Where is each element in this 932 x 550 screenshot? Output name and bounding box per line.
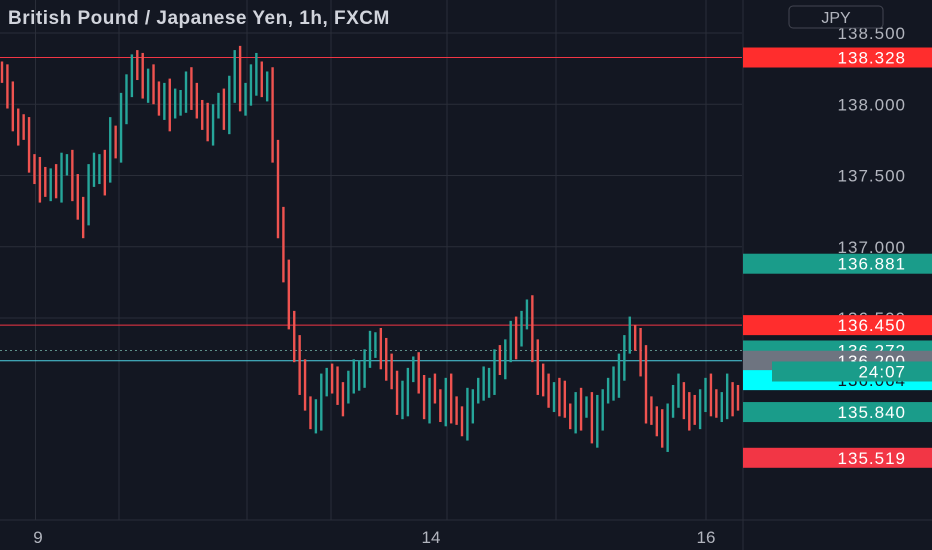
- chart-title: British Pound / Japanese Yen, 1h, FXCM: [8, 8, 390, 29]
- countdown-label: 24:07: [858, 362, 906, 381]
- price-tag-label: 135.840: [838, 403, 906, 422]
- price-axis-label: 137.500: [838, 167, 906, 186]
- price-axis-label: 138.000: [838, 95, 906, 114]
- price-tag: 136.881: [743, 253, 932, 274]
- currency-button-label: JPY: [821, 10, 851, 27]
- time-axis-label: 14: [422, 528, 441, 547]
- time-axis-label: 16: [697, 528, 716, 547]
- price-tag-label: 135.519: [838, 449, 906, 468]
- price-tag: 138.328: [743, 47, 932, 68]
- price-tags: 138.328136.881136.450136.272136.200136.0…: [743, 47, 932, 468]
- price-tag-label: 136.450: [838, 316, 906, 335]
- candles: [0, 45, 740, 452]
- currency-button[interactable]: JPY: [788, 5, 884, 29]
- countdown-tag: 24:07: [772, 361, 932, 382]
- time-axis[interactable]: 9 14 16: [33, 528, 715, 547]
- price-tag: 135.840: [743, 402, 932, 423]
- price-axis-label: 137.000: [838, 238, 906, 257]
- price-tag: 136.450: [743, 315, 932, 336]
- price-tag: 135.519: [743, 447, 932, 468]
- price-tag-label: 136.881: [838, 255, 906, 274]
- price-tag-label: 138.328: [838, 49, 906, 68]
- price-axis-label: 138.500: [838, 24, 906, 43]
- time-axis-label: 9: [33, 528, 42, 547]
- horizontal-lines[interactable]: [0, 57, 742, 362]
